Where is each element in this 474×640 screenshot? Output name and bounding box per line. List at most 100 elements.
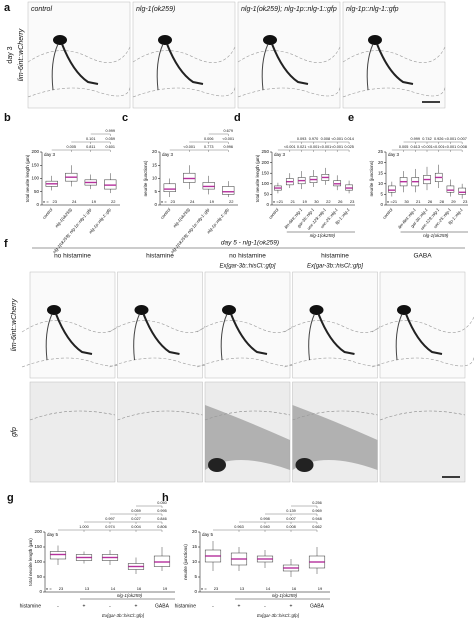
row-label: lim-6int::wCherry [18, 28, 25, 81]
column-title: histamine [146, 253, 174, 260]
p-value: <0.001 [445, 145, 457, 149]
p-value: 0.846 [157, 517, 167, 521]
day-label: day 5 [202, 532, 214, 537]
p-value: 0.662 [312, 525, 322, 529]
p-value: 0.014 [344, 137, 354, 141]
row-label: histamine [175, 603, 197, 609]
p-value: 0.050 [157, 501, 167, 505]
p-value: 0.974 [105, 525, 115, 529]
n-value: 23 [53, 199, 58, 204]
day-label: day 3 [274, 152, 286, 157]
row-label: day 3 [7, 46, 14, 63]
p-value: 0.139 [286, 509, 296, 513]
p-value: 0.021 [297, 145, 307, 149]
n-value: 26 [338, 199, 343, 204]
group-label: nlg-1(ok259) [423, 233, 449, 238]
dashed-outline [379, 410, 466, 421]
p-value: <0.001 [433, 145, 445, 149]
p-value: 0.997 [105, 517, 115, 521]
y-axis-label: neurite (junctions) [369, 160, 374, 196]
y-tick-label: 15 [152, 162, 158, 167]
panel-label: g [7, 492, 14, 504]
box [49, 551, 67, 560]
column-subtitle: Ex[gar-3b::hisCl::gfp] [220, 264, 276, 270]
p-value: 0.999 [105, 129, 115, 133]
p-value: 0.926 [434, 137, 444, 141]
image-panel [292, 271, 378, 379]
p-value: 0.008 [321, 137, 331, 141]
p-value: 0.005 [66, 145, 76, 149]
x-tick-label: nlg-1(ok259); nlg-1p::nlg-1::gfp [52, 207, 93, 255]
n-label: n = [46, 586, 52, 591]
y-tick-label: 0 [36, 202, 39, 207]
p-value: 0.005 [399, 145, 409, 149]
n-value: 23 [171, 199, 176, 204]
y-tick-label: 100 [31, 176, 39, 181]
x-tick-label: control [382, 206, 395, 220]
y-tick-label: 5 [194, 574, 197, 579]
p-value: 0.101 [86, 137, 96, 141]
p-value: <0.001 [183, 145, 195, 149]
x-tick-label: + [83, 603, 86, 609]
dashed-outline [117, 410, 203, 421]
gfp-signal [292, 405, 378, 470]
panel-label: f [4, 238, 8, 250]
p-value: 0.601 [105, 145, 115, 149]
p-value: 0.996 [223, 145, 233, 149]
p-value: 0.027 [131, 517, 141, 521]
n-value: 23 [59, 586, 64, 591]
y-axis-label: total neurite length (µm) [255, 154, 260, 202]
p-value: 0.025 [344, 145, 354, 149]
n-value: 13 [85, 586, 90, 591]
p-value: 0.963 [234, 525, 244, 529]
x-tick-label: GABA [310, 603, 325, 609]
dashed-outline [204, 410, 291, 421]
group-label: nlg-1(ok259) [117, 593, 143, 598]
panel-title: day 5 - nlg-1(ok259) [221, 240, 279, 247]
y-tick-label: 20 [152, 149, 158, 154]
x-tick-label: + [290, 603, 293, 609]
image-panel [29, 381, 116, 483]
y-tick-label: 25 [378, 149, 384, 154]
n-label: n = [201, 586, 207, 591]
p-value: 0.806 [157, 525, 167, 529]
panel-label: a [4, 2, 11, 14]
p-value: <0.001 [331, 137, 343, 141]
y-axis-label: total neurite length (µm) [28, 538, 33, 586]
n-value: 21 [393, 199, 398, 204]
y-axis-label: total neurite length (µm) [25, 154, 30, 202]
x-tick-label: GABA [155, 603, 170, 609]
ex-label: Ex[gar-3b::hisCl::gfp] [257, 613, 300, 618]
dashed-outline [29, 410, 116, 421]
n-label: n = [161, 199, 167, 204]
n-value: 21 [416, 199, 421, 204]
y-tick-label: 20 [192, 529, 198, 534]
x-tick-label: control [41, 206, 54, 220]
y-tick-label: 200 [31, 149, 39, 154]
n-value: 23 [350, 199, 355, 204]
n-value: 16 [292, 586, 297, 591]
p-value: 0.679 [223, 129, 233, 133]
day-label: day 5 [47, 532, 59, 537]
column-title: no histamine [54, 253, 91, 260]
group-label: nlg-1(ok259) [272, 593, 298, 598]
y-tick-label: 150 [34, 544, 42, 549]
y-tick-label: 10 [378, 181, 384, 186]
row-label: histamine [20, 603, 42, 609]
y-tick-label: 0 [194, 589, 197, 594]
n-value: 29 [451, 199, 456, 204]
n-value: 26 [428, 199, 433, 204]
panel-label: e [348, 112, 354, 124]
x-tick-label: - [264, 603, 266, 609]
p-value: <0.001 [284, 145, 296, 149]
y-tick-label: 15 [192, 544, 198, 549]
p-value: 0.008 [457, 145, 467, 149]
n-value: 28 [439, 199, 444, 204]
y-tick-label: 15 [378, 170, 384, 175]
y-tick-label: 10 [192, 559, 198, 564]
x-tick-label: + [238, 603, 241, 609]
n-label: n = [43, 199, 49, 204]
n-value: 19 [210, 199, 215, 204]
n-value: 30 [404, 199, 409, 204]
